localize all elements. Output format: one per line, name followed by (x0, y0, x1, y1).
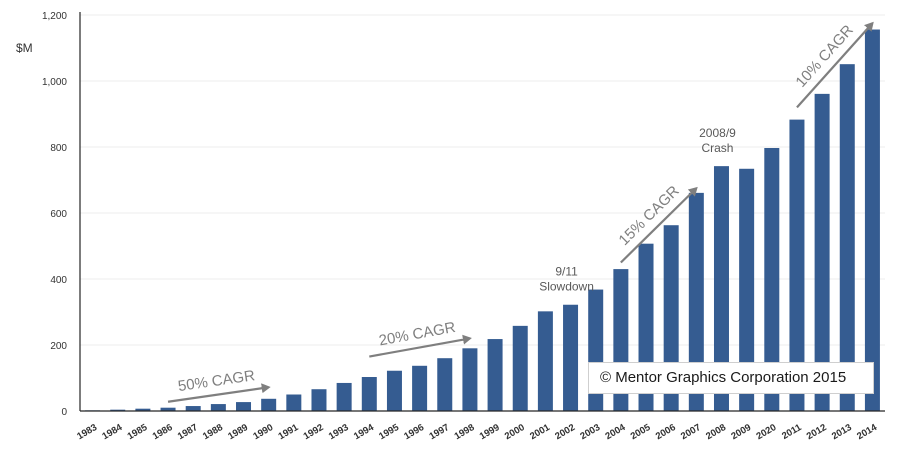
x-tick-label: 2012 (805, 422, 829, 442)
y-tick-label: 0 (61, 407, 67, 418)
x-tick-label: 2005 (629, 422, 653, 442)
x-tick-label: 2009 (729, 422, 753, 442)
y-tick-label: 600 (50, 209, 67, 220)
x-tick-label: 1983 (75, 422, 99, 442)
x-tick-label: 2013 (830, 422, 854, 442)
y-tick-label: 800 (50, 143, 67, 154)
x-tick-label: 2011 (780, 422, 804, 442)
bar-2009 (739, 168, 755, 411)
x-tick-label: 1991 (277, 422, 301, 442)
x-tick-label: 1984 (100, 422, 124, 442)
bar-2000 (512, 325, 528, 411)
x-tick-label: 1997 (427, 422, 451, 442)
event-annotation: 9/11 (555, 265, 578, 279)
x-tick-label: 2020 (754, 422, 778, 442)
bar-1988 (210, 404, 226, 411)
bar-1989 (236, 402, 252, 411)
bar-1987 (185, 406, 201, 411)
bar-1984 (110, 409, 126, 411)
bar-1994 (361, 377, 377, 411)
x-tick-label: 1993 (327, 422, 351, 442)
bar-2002 (563, 304, 579, 411)
x-tick-label: 2007 (679, 422, 703, 442)
x-tick-label: 1995 (377, 422, 401, 442)
event-annotation: Crash (701, 141, 733, 155)
x-tick-label: 2001 (528, 422, 552, 442)
bar-1985 (135, 408, 151, 411)
x-tick-label: 2014 (855, 422, 879, 442)
bar-2007 (688, 192, 704, 411)
x-tick-label: 1987 (176, 422, 200, 442)
bar-1997 (437, 358, 453, 411)
cagr-arrow (620, 186, 698, 264)
copyright-notice: © Mentor Graphics Corporation 2015 (588, 362, 874, 394)
y-tick-label: 200 (50, 341, 67, 352)
bar-1992 (311, 389, 327, 411)
bar-2020 (764, 147, 780, 412)
x-tick-label: 1992 (302, 422, 326, 442)
event-annotation: 2008/9 (699, 126, 736, 140)
cagr-arrow (796, 21, 874, 109)
bar-1995 (386, 370, 402, 411)
x-tick-label: 1998 (453, 422, 477, 442)
y-tick-label: 400 (50, 275, 67, 286)
bar-2001 (537, 311, 553, 411)
y-tick-label: 1,000 (42, 77, 67, 88)
x-tick-label: 2002 (553, 422, 577, 442)
x-tick-label: 1985 (126, 422, 150, 442)
event-annotation: Slowdown (539, 280, 594, 294)
bar-2011 (789, 119, 805, 412)
cagr-arrow (369, 334, 472, 358)
bar-1990 (261, 398, 277, 411)
x-tick-label: 2000 (503, 422, 527, 442)
bar-2014 (864, 29, 880, 412)
cagr-arrow (167, 383, 271, 403)
x-tick-label: 2006 (654, 422, 678, 442)
x-tick-label: 2003 (578, 422, 602, 442)
bar-1991 (286, 394, 302, 411)
x-tick-label: 1989 (226, 422, 250, 442)
bar-1993 (336, 382, 352, 411)
bar-1996 (412, 365, 428, 411)
bar-2012 (814, 93, 830, 412)
x-tick-label: 1990 (251, 422, 275, 442)
x-tick-label: 2004 (604, 422, 628, 442)
x-tick-label: 1988 (201, 422, 225, 442)
y-tick-label: 1,200 (42, 11, 67, 22)
bar-2013 (839, 64, 855, 412)
x-tick-label: 1999 (478, 422, 502, 442)
x-tick-label: 1986 (151, 422, 175, 442)
bar-1998 (462, 348, 478, 411)
x-tick-label: 2008 (704, 422, 728, 442)
bar-1999 (487, 339, 503, 411)
x-tick-label: 1994 (352, 422, 376, 442)
y-axis-label: $M (16, 41, 33, 55)
x-tick-label: 1996 (402, 422, 426, 442)
bar-1986 (160, 407, 176, 411)
bar-2008 (713, 166, 729, 411)
